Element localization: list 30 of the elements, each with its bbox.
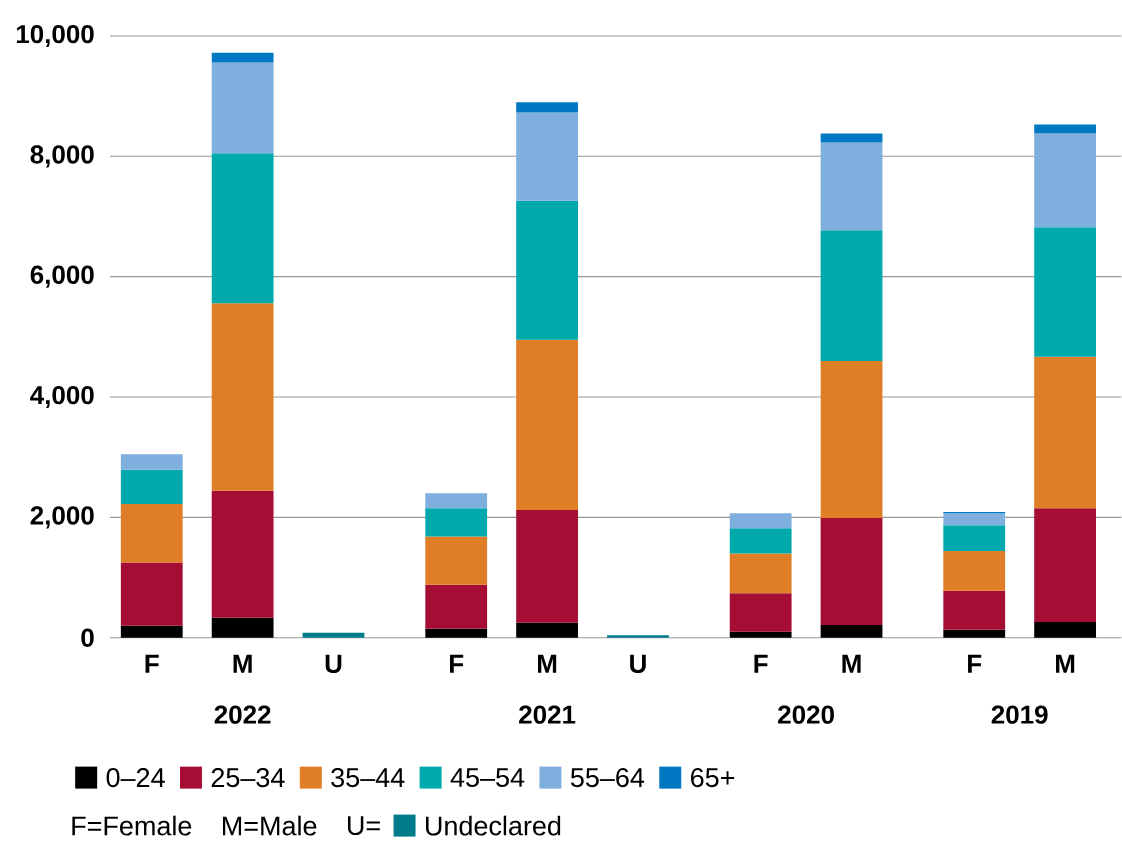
y-tick-label: 10,000 <box>16 25 94 48</box>
x-tick-label: F <box>968 655 982 673</box>
legend-label: 55–64 <box>570 768 645 788</box>
x-tick-label: U <box>630 655 646 674</box>
text: 2020 <box>778 705 834 725</box>
x-tick-label: F <box>754 655 768 673</box>
y-tick-label: 4,000 <box>30 386 94 409</box>
text: 2021 <box>519 705 576 725</box>
legend-label: 45–54 <box>450 768 525 788</box>
x-tick-label: M <box>538 655 557 673</box>
x-tick-label: M <box>233 655 252 673</box>
x-tick-label: M <box>1056 655 1075 673</box>
text: 2022 <box>214 705 271 725</box>
legend-label: 25–34 <box>211 768 285 788</box>
y-tick-label: 2,000 <box>30 506 94 529</box>
legend-label: Undeclared <box>426 815 561 836</box>
legend-label: 35–44 <box>331 768 405 788</box>
text: M=Male <box>223 815 317 836</box>
x-tick-label: M <box>842 655 861 673</box>
x-tick-label: U <box>325 655 342 674</box>
x-tick-label: F <box>450 655 464 673</box>
legend-label: 0–24 <box>106 768 165 788</box>
x-tick-label: F <box>145 655 159 673</box>
text: F=Female <box>72 815 192 836</box>
y-tick-label: 6,000 <box>30 265 94 288</box>
text: U= <box>347 816 380 836</box>
y-tick-label: 8,000 <box>30 145 94 168</box>
text: 2019 <box>991 705 1048 725</box>
y-tick-label: 0 <box>81 628 94 648</box>
legend-label: 65+ <box>691 768 735 788</box>
